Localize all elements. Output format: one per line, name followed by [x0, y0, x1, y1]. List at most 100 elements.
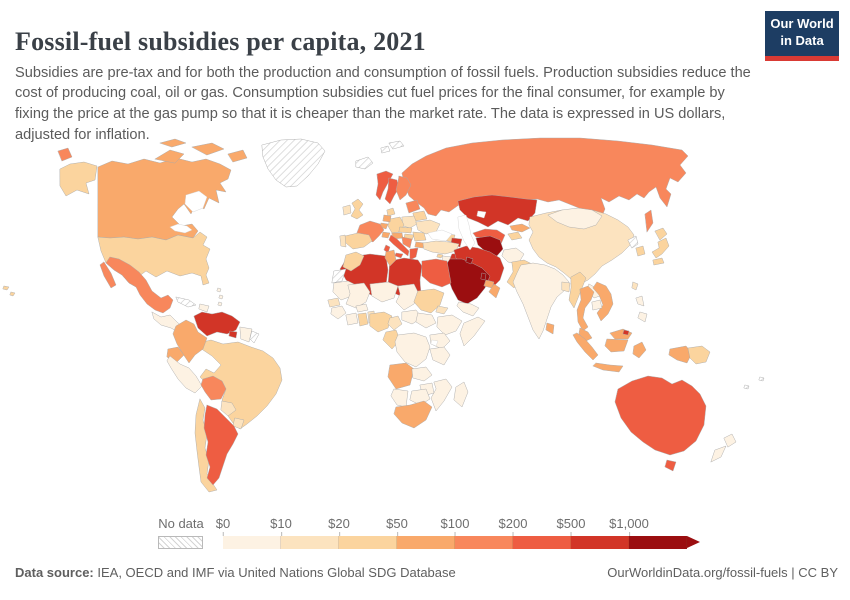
- country-south-africa[interactable]: [393, 400, 433, 429]
- country-kuwait[interactable]: [465, 256, 474, 265]
- country-pacific-islands[interactable]: [743, 376, 765, 390]
- country-mexico[interactable]: [99, 256, 174, 314]
- legend-bin-swatch[interactable]: [339, 536, 397, 549]
- country-qatar[interactable]: [480, 272, 487, 281]
- country-haiti-dominican-republic[interactable]: [198, 303, 210, 313]
- country-japan[interactable]: [651, 227, 670, 266]
- country-norway[interactable]: [375, 170, 394, 201]
- country-russia-sakhalin[interactable]: [644, 209, 654, 233]
- country-mongolia[interactable]: [547, 207, 603, 230]
- country-sri-lanka[interactable]: [545, 322, 555, 335]
- country-tunisia[interactable]: [384, 249, 397, 267]
- country-morocco[interactable]: [342, 251, 365, 272]
- country-kyrgyzstan[interactable]: [509, 223, 531, 233]
- country-madagascar[interactable]: [453, 381, 469, 408]
- country-poland[interactable]: [401, 215, 418, 229]
- country-western-sahara[interactable]: [331, 268, 347, 284]
- country-ireland[interactable]: [342, 204, 352, 216]
- legend-bin-swatch[interactable]: [455, 536, 513, 549]
- country-uruguay[interactable]: [232, 417, 245, 430]
- country-canada[interactable]: [97, 157, 232, 241]
- country-russia-chukotka[interactable]: [57, 147, 73, 162]
- country-turkey[interactable]: [422, 240, 460, 255]
- country-new-zealand[interactable]: [710, 433, 737, 463]
- owid-license-link[interactable]: OurWorldinData.org/fossil-fuels | CC BY: [607, 565, 838, 580]
- country-united-states-hawaii[interactable]: [2, 285, 16, 297]
- country-french-guiana[interactable]: [249, 330, 260, 344]
- country-bulgaria[interactable]: [414, 241, 426, 249]
- country-argentina[interactable]: [203, 404, 239, 486]
- country-paraguay[interactable]: [220, 400, 237, 417]
- country-south-sudan[interactable]: [415, 312, 437, 329]
- country-oman[interactable]: [488, 283, 501, 299]
- country-south-korea[interactable]: [635, 245, 646, 257]
- country-zambia[interactable]: [411, 366, 433, 382]
- country-brunei[interactable]: [622, 329, 630, 336]
- country-trinidad-and-tobago[interactable]: [228, 330, 238, 339]
- country-iceland[interactable]: [355, 156, 374, 170]
- country-chad[interactable]: [395, 283, 419, 311]
- country-cambodia[interactable]: [591, 299, 603, 311]
- country-netherlands[interactable]: [382, 214, 392, 223]
- country-sudan[interactable]: [413, 288, 445, 314]
- owid-logo[interactable]: Our World in Data: [765, 11, 839, 61]
- country-taiwan[interactable]: [631, 281, 639, 291]
- country-indonesia[interactable]: [572, 332, 693, 373]
- country-united-states-alaska[interactable]: [59, 161, 98, 197]
- legend-no-data-swatch[interactable]: [158, 536, 203, 549]
- country-vietnam[interactable]: [592, 281, 614, 322]
- country-myanmar[interactable]: [568, 271, 587, 309]
- country-united-kingdom[interactable]: [350, 198, 364, 220]
- country-sweden[interactable]: [384, 177, 400, 205]
- country-finland[interactable]: [395, 175, 412, 201]
- country-india[interactable]: [512, 262, 570, 340]
- country-eritrea[interactable]: [435, 305, 449, 315]
- legend-bin-swatch[interactable]: [281, 536, 339, 549]
- legend-bin-swatch[interactable]: [513, 536, 571, 549]
- country-czechia-slovakia[interactable]: [398, 226, 413, 234]
- country-bangladesh[interactable]: [561, 281, 571, 293]
- country-philippines[interactable]: [635, 295, 648, 323]
- country-peru[interactable]: [166, 355, 203, 394]
- country-papua-new-guinea[interactable]: [687, 345, 711, 365]
- legend-bin-swatch[interactable]: [397, 536, 455, 549]
- country-burkina-faso[interactable]: [355, 303, 369, 313]
- legend-bin-swatch[interactable]: [629, 536, 687, 549]
- country-tajikistan[interactable]: [507, 231, 523, 241]
- country-colombia[interactable]: [172, 319, 208, 364]
- country-thailand[interactable]: [576, 285, 595, 332]
- country-mozambique[interactable]: [430, 378, 453, 412]
- country-guinea-sierra-leone[interactable]: [330, 305, 347, 320]
- country-canada-arctic-islands[interactable]: [154, 138, 248, 164]
- country-caribbean-islands[interactable]: [216, 287, 224, 307]
- country-tanzania[interactable]: [429, 346, 451, 366]
- legend-bin-swatch[interactable]: [223, 536, 281, 549]
- country-cuba[interactable]: [175, 296, 197, 308]
- country-switzerland[interactable]: [381, 231, 391, 239]
- country-egypt[interactable]: [421, 258, 452, 288]
- country-greenland[interactable]: [261, 138, 326, 188]
- country-bolivia[interactable]: [200, 375, 227, 401]
- country-north-korea[interactable]: [627, 235, 639, 249]
- country-venezuela[interactable]: [193, 311, 241, 337]
- country-cyprus[interactable]: [436, 253, 444, 259]
- country-ethiopia[interactable]: [436, 314, 463, 336]
- country-balkans[interactable]: [401, 236, 413, 249]
- country-greece[interactable]: [409, 247, 419, 261]
- country-guyana-suriname[interactable]: [239, 326, 253, 343]
- country-turkmenistan[interactable]: [475, 235, 504, 258]
- country-svalbard[interactable]: [380, 140, 405, 154]
- country-china[interactable]: [528, 209, 635, 285]
- country-niger[interactable]: [369, 281, 399, 303]
- country-portugal[interactable]: [339, 234, 347, 248]
- country-australia[interactable]: [614, 375, 707, 472]
- country-denmark[interactable]: [386, 207, 396, 217]
- country-nigeria[interactable]: [369, 311, 393, 333]
- legend-bin-swatch[interactable]: [571, 536, 629, 549]
- country-romania[interactable]: [412, 231, 427, 242]
- country-yemen[interactable]: [456, 301, 480, 317]
- country-somalia[interactable]: [459, 316, 486, 347]
- country-brazil[interactable]: [198, 339, 283, 430]
- country-kazakhstan[interactable]: [457, 194, 538, 228]
- country-italy[interactable]: [383, 234, 410, 259]
